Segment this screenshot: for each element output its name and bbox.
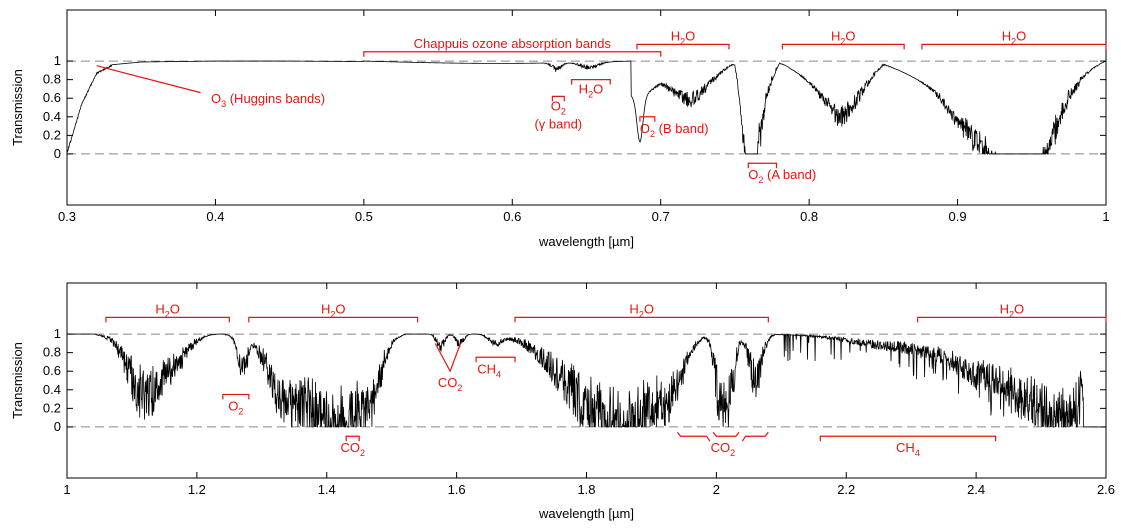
h2o-label: H2​O <box>155 301 180 319</box>
h2o-label: H2​O <box>1000 301 1025 319</box>
y-axis-title: Transmission <box>10 69 25 146</box>
gamma-band-label: (γ band) <box>534 116 582 131</box>
co2-bracket-mid <box>712 431 740 437</box>
y-tick-label: 1 <box>54 326 61 341</box>
o2-bracket <box>222 393 250 400</box>
x-tick-label: 0.8 <box>800 209 818 224</box>
x-axis-title: wavelength [µm] <box>538 234 634 249</box>
y-tick-label: 0.8 <box>43 345 61 360</box>
o2-gamma-bracket <box>551 95 565 102</box>
x-tick-label: 2.4 <box>967 482 985 497</box>
x-axis-title: wavelength [µm] <box>538 506 634 521</box>
o2-label: O2​ <box>228 398 243 416</box>
y-tick-label: 0.2 <box>43 127 61 142</box>
y-tick-label: 0.6 <box>43 363 61 378</box>
h2o-label: H2​O <box>629 301 654 319</box>
x-tick-label: 0.7 <box>652 209 670 224</box>
h2o-bracket <box>917 316 1107 323</box>
h2o-label: H2​O <box>321 301 346 319</box>
y-tick-label: 0.2 <box>43 400 61 415</box>
x-tick-label: 0.3 <box>58 209 76 224</box>
x-tick-label: 0.4 <box>206 209 224 224</box>
h2o-bracket <box>105 316 230 323</box>
chart-panel-1: 0.3 0.4 0.5 0.6 0.7 0.8 0.9 1 0 0.2 0.4 0.6 0.8 1 wave… <box>10 9 1110 249</box>
chappuis-label: Chappuis ozone absorption bands <box>414 36 612 51</box>
co2-bracket <box>345 435 360 442</box>
y-tick-label: 0.4 <box>43 382 61 397</box>
x-tick-label: 1.8 <box>577 482 595 497</box>
y-axis-title: Transmission <box>10 342 25 419</box>
ch4-label: CH4​ <box>896 440 920 458</box>
y-tick-label: 0 <box>54 146 61 161</box>
h2o-bracket <box>921 43 1107 50</box>
h2o-small-bracket <box>571 79 611 85</box>
huggins-label: O3​ (Huggins bands) <box>211 91 325 109</box>
o2-b-bracket <box>639 116 656 122</box>
co2-bracket-right <box>741 431 769 442</box>
x-tick-label: 1 <box>63 482 70 497</box>
co2-label: CO2​ <box>340 440 365 458</box>
huggins-leader-line <box>96 65 201 94</box>
h2o-bracket <box>248 316 419 323</box>
x-tick-label: 1.4 <box>318 482 336 497</box>
co2-label: CO2​ <box>438 375 463 393</box>
y-tick-label: 0 <box>54 419 61 434</box>
annotation-group: H2​O H2​O H2​O H2​O O2​ CO2​ CO2​ CH4​ CO2​ CH4​ <box>105 301 1107 458</box>
chart-panel-2: 1 1.2 1.4 1.6 1.8 2 2.2 2.4 2.6 0 0.2 0.4 0.6 0.8 1 wav… <box>10 282 1115 521</box>
x-tick-label: 1.2 <box>188 482 206 497</box>
annotation-group: O3​ (Huggins bands) Chappuis ozone absorp… <box>96 28 1107 185</box>
h2o-label: H2​O <box>671 28 696 46</box>
o2-a-band-label: O2​ (A band) <box>748 167 816 185</box>
x-tick-label: 2.2 <box>837 482 855 497</box>
x-tick-label: 1 <box>1102 209 1109 224</box>
ch4-bracket <box>819 435 997 442</box>
x-tick-label: 0.5 <box>355 209 373 224</box>
transmission-trace <box>67 60 1107 156</box>
ch4-label: CH4​ <box>477 361 501 379</box>
h2o-label: H2​O <box>831 28 856 46</box>
h2o-label: H2​O <box>1002 28 1027 46</box>
x-tick-label: 0.9 <box>949 209 967 224</box>
h2o-small-label: H2​O <box>579 82 604 100</box>
o2-gamma-label: O2​ <box>551 98 566 116</box>
transmission-trace <box>67 333 1106 429</box>
plot-frame <box>66 282 1107 479</box>
x-tick-label: 1.6 <box>448 482 466 497</box>
x-tick-label: 2 <box>713 482 720 497</box>
x-tick-label: 0.6 <box>503 209 521 224</box>
co2-leader-lines <box>434 343 462 373</box>
y-tick-label: 0.6 <box>43 90 61 105</box>
chappuis-bracket <box>363 51 662 57</box>
x-tick-label: 2.6 <box>1097 482 1115 497</box>
o2-a-bracket <box>747 162 778 169</box>
co2-bracket-left <box>676 431 711 442</box>
plot-frame <box>66 9 1107 206</box>
h2o-bracket <box>781 43 905 50</box>
y-tick-label: 0.8 <box>43 72 61 87</box>
h2o-bracket <box>636 43 730 50</box>
ch4-bracket <box>475 356 516 363</box>
co2-label: CO2​ <box>711 440 736 458</box>
h2o-bracket <box>514 316 769 323</box>
y-tick-label: 1 <box>54 53 61 68</box>
o2-b-band-label: O2​ (B band) <box>640 121 709 139</box>
y-tick-label: 0.4 <box>43 109 61 124</box>
